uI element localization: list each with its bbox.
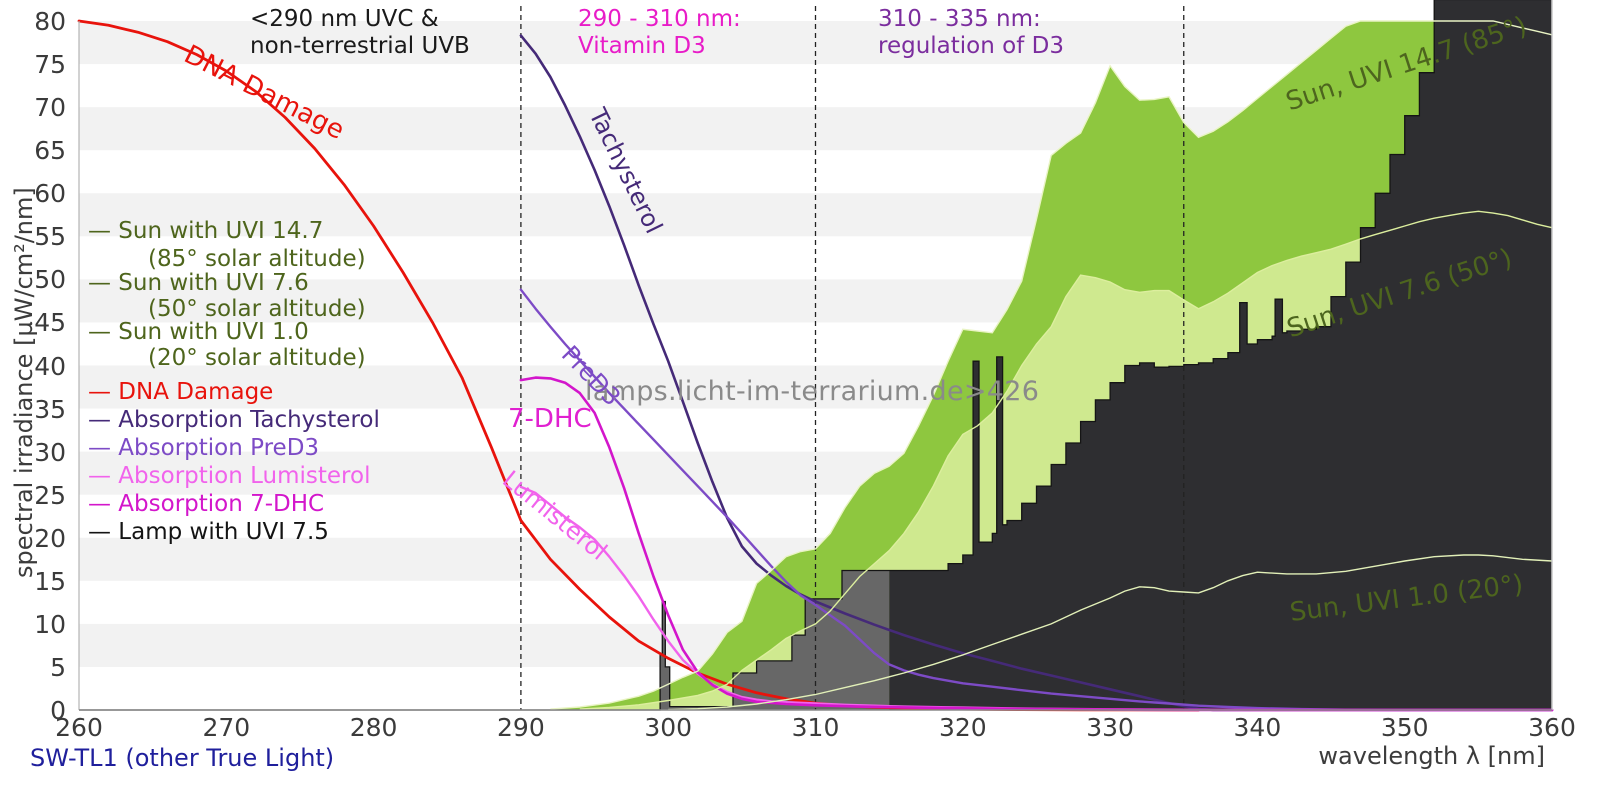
y-tick-70: 70 — [34, 93, 66, 123]
y-tick-25: 25 — [34, 480, 66, 510]
legend-item-dna: — DNA Damage — [88, 379, 274, 405]
y-tick-10: 10 — [34, 609, 66, 639]
y-tick-40: 40 — [34, 351, 66, 381]
legend-item-lumisterol: — Absorption Lumisterol — [88, 463, 371, 489]
y-tick-45: 45 — [34, 308, 66, 338]
legend-item-tachysterol: — Absorption Tachysterol — [88, 407, 380, 433]
annotation-vitamin-d3-zone: 290 - 310 nm: Vitamin D3 — [578, 6, 741, 59]
y-tick-20: 20 — [34, 523, 66, 553]
legend-item-sun-147: — Sun with UVI 14.7 — [88, 218, 324, 244]
y-tick-15: 15 — [34, 566, 66, 596]
y-tick-75: 75 — [34, 50, 66, 80]
y-tick-0: 0 — [50, 696, 66, 725]
x-tick-290: 290 — [497, 713, 545, 742]
y-tick-5: 5 — [50, 652, 66, 682]
x-tick-330: 330 — [1086, 713, 1134, 742]
annotation-regulation-zone: 310 - 335 nm: regulation of D3 — [878, 6, 1064, 59]
sun-uvi-10-line — [668, 554, 1553, 711]
y-tick-50: 50 — [34, 265, 66, 295]
y-tick-30: 30 — [34, 437, 66, 467]
sun-uvi-147-line — [550, 20, 1553, 710]
annotation-uvc-zone: <290 nm UVC & non-terrestrial UVB — [250, 6, 470, 59]
x-tick-320: 320 — [938, 713, 987, 742]
legend-item-sun-76: — Sun with UVI 7.6 — [88, 270, 309, 296]
x-tick-280: 280 — [349, 713, 398, 742]
x-tick-310: 310 — [791, 713, 840, 742]
legend-item-sun-147-line2: (85° solar altitude) — [148, 246, 366, 272]
pred3-curve — [519, 288, 1554, 712]
7dhc-label: 7-DHC — [508, 404, 592, 434]
lamp-name-caption: SW-TL1 (other True Light) — [30, 744, 335, 772]
legend-item-sun-10-line2: (20° solar altitude) — [148, 345, 366, 371]
7dhc-curve — [519, 376, 1554, 712]
watermark: lamps.licht-im-terrarium.de>426 — [585, 376, 1040, 407]
sun-uvi-76-line — [579, 210, 1553, 710]
lamp-spectrum-outline — [79, 0, 1552, 711]
legend-item-sun-76-line2: (50° solar altitude) — [148, 296, 366, 322]
x-tick-360: 360 — [1528, 713, 1576, 742]
y-tick-35: 35 — [34, 394, 66, 424]
y-tick-55: 55 — [34, 222, 66, 252]
legend-item-lamp: — Lamp with UVI 7.5 — [88, 519, 329, 545]
legend-item-7dhc: — Absorption 7-DHC — [88, 491, 325, 517]
x-axis-title: wavelength λ [nm] — [1318, 742, 1545, 770]
legend-item-sun-10: — Sun with UVI 1.0 — [88, 319, 309, 345]
y-tick-60: 60 — [34, 179, 66, 209]
x-tick-300: 300 — [644, 713, 693, 742]
y-tick-65: 65 — [34, 136, 66, 166]
x-tick-270: 270 — [202, 713, 251, 742]
y-tick-80: 80 — [34, 7, 66, 36]
tachysterol-curve — [519, 34, 1554, 712]
lamp-spectrum-area-dark — [889, 0, 1552, 710]
x-tick-340: 340 — [1233, 713, 1282, 742]
legend-item-pred3: — Absorption PreD3 — [88, 435, 320, 461]
x-tick-350: 350 — [1380, 713, 1429, 742]
x-tick-260: 260 — [55, 713, 103, 742]
